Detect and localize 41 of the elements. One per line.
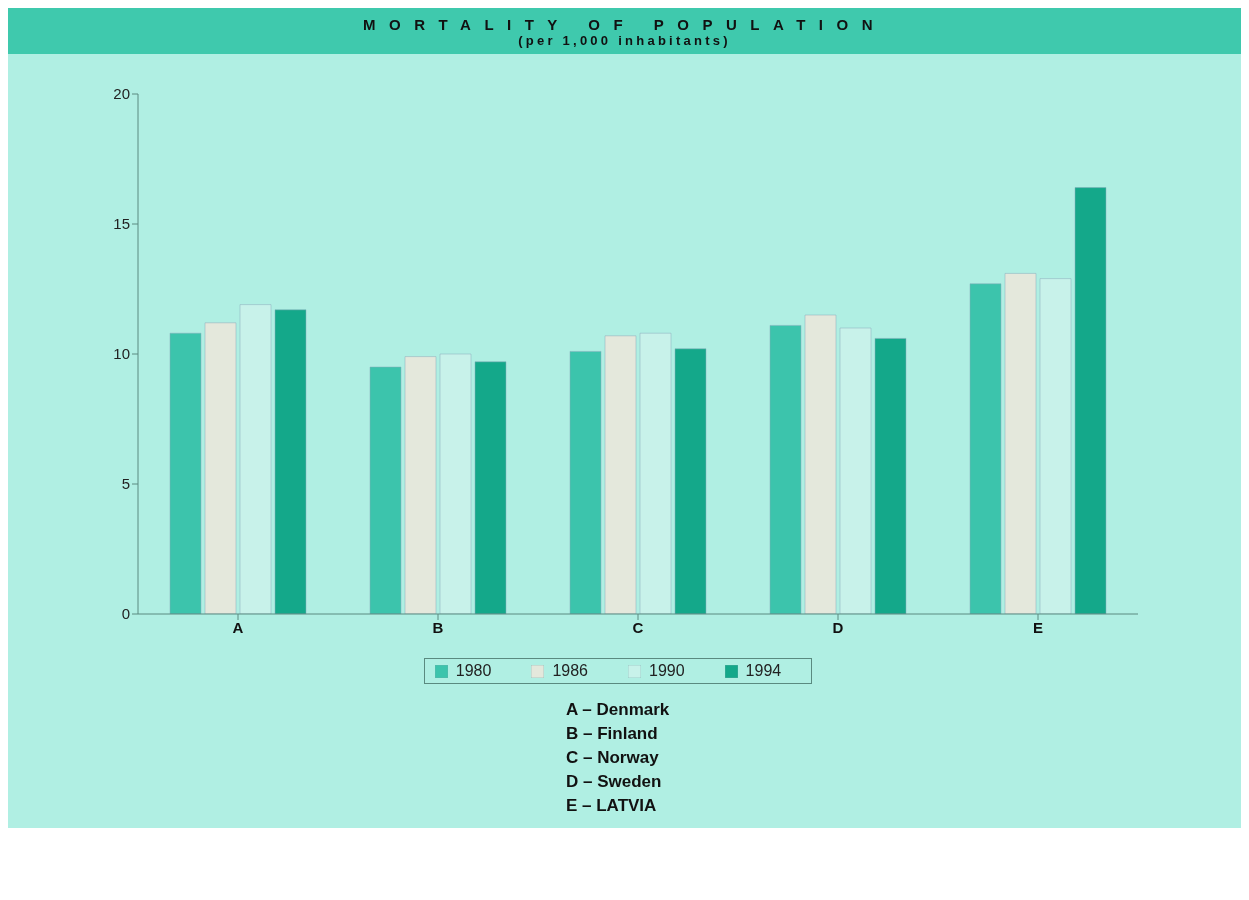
text: E – LATVIA [566,795,658,817]
text: A – Denmark [566,699,671,721]
bar [1004,273,1037,614]
bar [439,353,472,614]
text: C – Norway [566,747,660,769]
bar [474,361,507,614]
bar [769,325,802,614]
legend-label: 1986 [551,662,588,680]
bar [239,304,272,614]
bar [804,314,837,614]
x-tick-label: B [432,618,444,636]
bar [674,348,707,614]
y-tick-label: 5 [121,475,130,493]
bar [404,356,437,614]
bar [639,332,672,614]
bar [1074,187,1107,614]
bar [1039,278,1072,614]
x-tick-label: D [832,618,844,636]
y-tick-label: 0 [121,605,130,623]
y-tick-label: 10 [113,345,130,363]
bar [604,335,637,614]
bar [969,283,1002,614]
bar [874,338,907,614]
bar [204,322,237,614]
chart-subtitle: (per 1,000 inhabitants) [517,33,732,48]
x-tick-label: A [232,618,244,636]
y-tick-label: 20 [113,85,130,103]
text: D – Sweden [566,771,663,793]
y-tick-label: 15 [113,215,130,233]
bar [274,309,307,614]
x-tick-label: C [632,618,644,636]
bar [569,351,602,614]
chart-title: MORTALITY OF POPULATION [362,16,887,33]
legend-label: 1990 [648,662,685,680]
bar [169,332,202,614]
text: B – Finland [566,723,659,745]
x-tick-label: E [1032,618,1044,636]
bar [839,327,872,614]
legend-label: 1994 [744,662,782,680]
bar [369,366,402,614]
legend-label: 1980 [454,662,492,680]
